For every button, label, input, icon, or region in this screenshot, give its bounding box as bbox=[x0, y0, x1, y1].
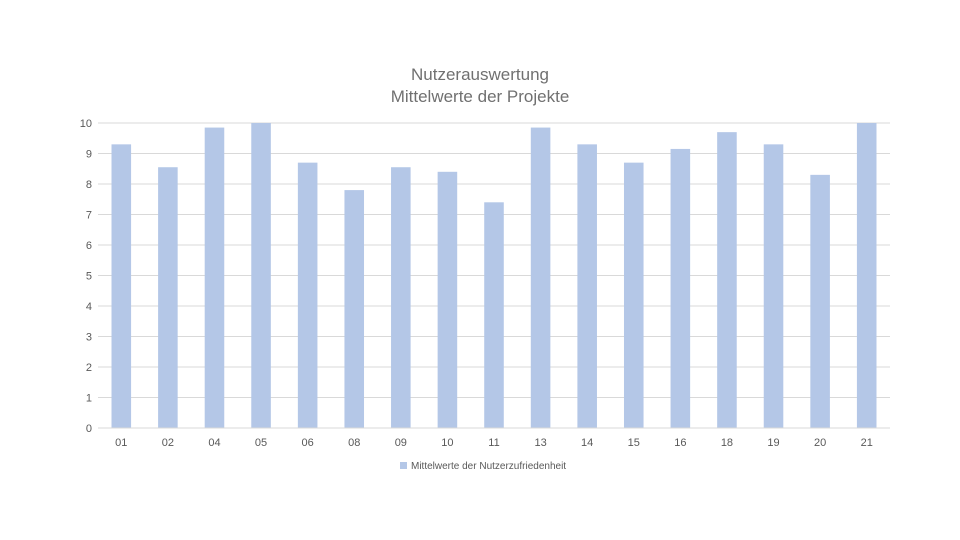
bar bbox=[530, 127, 551, 428]
x-tick-label: 20 bbox=[814, 437, 826, 449]
bar bbox=[763, 144, 784, 428]
x-tick-label: 09 bbox=[395, 437, 407, 449]
bar bbox=[251, 123, 271, 428]
bar bbox=[717, 132, 737, 428]
gridlines bbox=[98, 122, 890, 429]
y-tick-label: 4 bbox=[86, 301, 92, 313]
bar bbox=[577, 144, 597, 428]
x-tick-label: 02 bbox=[162, 437, 174, 449]
bar bbox=[391, 167, 411, 428]
x-tick-label: 16 bbox=[674, 437, 686, 449]
bar bbox=[670, 148, 691, 429]
y-axis: 0 1 2 3 4 5 6 7 8 9 10 bbox=[80, 118, 92, 435]
x-tick-label: 18 bbox=[721, 437, 733, 449]
bar bbox=[484, 202, 504, 428]
legend: Mittelwerte der Nutzerzufriedenheit bbox=[400, 461, 566, 472]
x-tick-label: 05 bbox=[255, 437, 267, 449]
bar bbox=[297, 162, 318, 428]
bar bbox=[204, 127, 225, 428]
chart-subtitle-line: Mittelwerte der Projekte bbox=[390, 87, 570, 106]
bar bbox=[810, 174, 830, 428]
x-tick-label: 13 bbox=[534, 437, 546, 449]
x-tick-label: 06 bbox=[302, 437, 314, 449]
y-tick-label: 2 bbox=[86, 362, 92, 374]
x-tick-label: 14 bbox=[581, 437, 593, 449]
bar bbox=[111, 144, 132, 428]
x-tick-label: 04 bbox=[208, 437, 220, 449]
x-tick-label: 21 bbox=[861, 437, 873, 449]
bar bbox=[623, 162, 644, 428]
x-tick-label: 15 bbox=[628, 437, 640, 449]
y-tick-label: 1 bbox=[86, 393, 92, 405]
x-tick-label: 19 bbox=[767, 437, 779, 449]
legend-swatch bbox=[400, 462, 407, 469]
legend-label: Mittelwerte der Nutzerzufriedenheit bbox=[411, 461, 566, 472]
bar bbox=[437, 171, 458, 429]
x-tick-label: 11 bbox=[488, 437, 499, 449]
bar bbox=[856, 123, 877, 428]
x-tick-label: 08 bbox=[348, 437, 360, 449]
y-tick-label: 9 bbox=[86, 149, 92, 161]
y-tick-label: 7 bbox=[86, 210, 92, 222]
y-tick-label: 10 bbox=[80, 118, 92, 130]
chart-title: Nutzerauswertung Mittelwerte der Projekt… bbox=[0, 64, 960, 108]
y-tick-label: 0 bbox=[86, 423, 92, 435]
bars bbox=[111, 123, 877, 429]
y-tick-label: 5 bbox=[86, 271, 92, 283]
y-tick-label: 6 bbox=[86, 240, 92, 252]
x-axis: 01 02 04 05 06 08 09 10 11 13 14 15 16 18 19 20 21 bbox=[98, 427, 890, 449]
chart-title-line: Nutzerauswertung bbox=[411, 65, 549, 84]
bar bbox=[158, 167, 178, 428]
y-tick-label: 3 bbox=[86, 332, 92, 344]
bar bbox=[344, 190, 365, 428]
y-tick-label: 8 bbox=[86, 179, 92, 191]
x-tick-label: 01 bbox=[115, 437, 127, 449]
x-tick-label: 10 bbox=[441, 437, 453, 449]
